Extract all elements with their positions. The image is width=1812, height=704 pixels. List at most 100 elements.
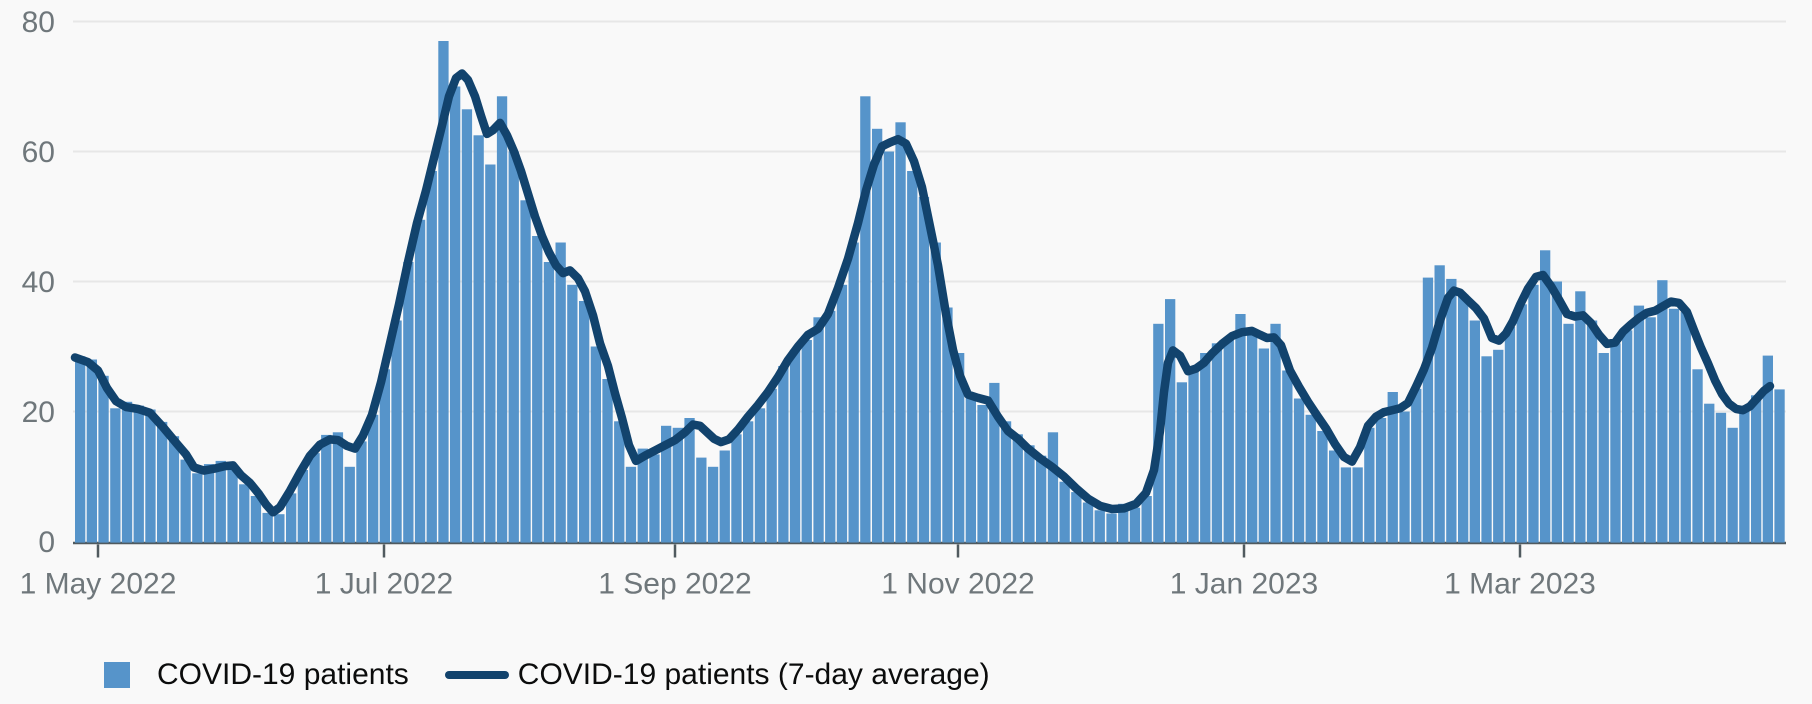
bar [825, 310, 836, 543]
bar [567, 284, 578, 543]
bar [297, 470, 308, 543]
bar [1059, 481, 1070, 543]
bar [1200, 353, 1211, 543]
bar [403, 262, 414, 543]
bar [954, 353, 965, 543]
bar [989, 382, 1000, 543]
bar [1668, 308, 1680, 543]
bar [1399, 411, 1410, 543]
bar [1727, 427, 1738, 543]
bar [754, 408, 766, 543]
bar [215, 460, 226, 543]
bar [1540, 250, 1551, 543]
bar [1528, 284, 1539, 543]
bar [1411, 388, 1422, 543]
bar [872, 128, 883, 543]
bar [672, 427, 683, 543]
bar [450, 86, 461, 543]
bar [1036, 455, 1047, 543]
bar [1563, 323, 1574, 543]
bar [1762, 355, 1773, 543]
bar [1188, 366, 1199, 543]
x-tick-label: 1 Jan 2023 [1170, 568, 1318, 601]
bar [1458, 294, 1469, 543]
x-tick-label: 1 Mar 2023 [1444, 568, 1596, 601]
y-tick-label: 20 [22, 396, 55, 429]
bar [145, 409, 156, 543]
bar [1481, 356, 1492, 543]
x-axis-labels: 1 May 2022 1 Jul 2022 1 Sep 2022 1 Nov 2022… [20, 568, 1596, 601]
bar [1282, 370, 1293, 543]
bar [1270, 323, 1281, 543]
bar [250, 496, 262, 543]
bar [391, 320, 402, 543]
bar [637, 448, 648, 543]
bar [661, 425, 672, 543]
bar [1692, 369, 1703, 543]
bar [1586, 320, 1598, 543]
bar [1774, 389, 1785, 543]
bar [1493, 349, 1504, 543]
bar [836, 284, 848, 543]
bar [1387, 392, 1398, 543]
bar [1129, 507, 1141, 543]
bar [274, 514, 285, 543]
y-tick-label: 0 [38, 526, 55, 559]
bar [356, 441, 367, 543]
bar [1645, 317, 1656, 543]
y-tick-label: 80 [22, 6, 55, 39]
bar [1305, 414, 1316, 543]
bar [1340, 467, 1352, 543]
bar [1469, 320, 1480, 543]
bar [203, 464, 215, 543]
bar [1422, 277, 1434, 543]
bar [707, 466, 719, 543]
bar [1329, 450, 1340, 543]
bar [1024, 445, 1035, 543]
bar [110, 408, 121, 543]
bar [1352, 467, 1363, 543]
bar [1598, 353, 1609, 543]
bar-series [75, 41, 1785, 543]
bar [602, 379, 613, 543]
bar [907, 171, 918, 543]
bar [1047, 432, 1059, 543]
bar [1704, 403, 1715, 543]
bar [180, 459, 191, 543]
bar [1094, 510, 1105, 543]
x-tick-label: 1 May 2022 [20, 568, 177, 601]
bar [1106, 513, 1117, 543]
bar [227, 470, 238, 543]
x-axis-ticks [96, 544, 1522, 558]
bar [168, 436, 180, 543]
chart-legend: COVID-19 patients COVID-19 patients (7-d… [104, 658, 1812, 691]
y-axis-labels: 0 20 40 60 80 [22, 6, 55, 559]
bar [86, 359, 97, 543]
bar [813, 317, 824, 543]
bar [543, 262, 555, 543]
bar [496, 96, 508, 543]
bar [883, 151, 894, 543]
bar [1751, 395, 1762, 543]
gridlines [73, 20, 1786, 545]
bar [1000, 421, 1012, 543]
line-series-label: COVID-19 patients (7-day average) [517, 658, 990, 691]
bar [1082, 502, 1094, 543]
bar [731, 434, 742, 543]
bar [942, 307, 953, 543]
x-tick-label: 1 Sep 2022 [598, 568, 751, 601]
bar [414, 219, 426, 543]
bar [614, 421, 625, 543]
bar [860, 96, 871, 543]
bar [520, 200, 531, 543]
covid-patients-chart: 0 20 40 60 80 1 May 2022 1 Jul 2022 1 Sep 2022 1… [20, 6, 1786, 601]
bar [895, 122, 906, 543]
bar [1176, 382, 1187, 543]
bar [121, 401, 133, 543]
bar [1293, 398, 1305, 543]
bar [332, 432, 344, 543]
bar [368, 414, 379, 543]
bar [684, 418, 695, 543]
bar [1610, 343, 1621, 543]
x-tick-label: 1 Nov 2022 [881, 568, 1034, 601]
